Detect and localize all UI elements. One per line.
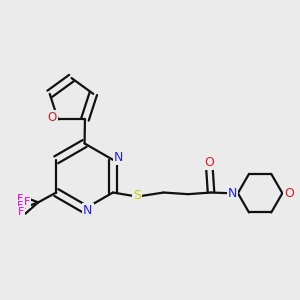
Text: O: O: [205, 156, 214, 169]
Text: N: N: [83, 204, 92, 217]
Text: F: F: [18, 207, 24, 217]
Text: O: O: [47, 111, 57, 124]
Text: O: O: [284, 187, 294, 200]
Text: F: F: [24, 197, 30, 207]
Text: N: N: [228, 187, 237, 200]
Text: S: S: [134, 189, 141, 202]
Text: F: F: [17, 194, 23, 204]
Text: F: F: [17, 201, 23, 211]
Text: N: N: [114, 151, 124, 164]
